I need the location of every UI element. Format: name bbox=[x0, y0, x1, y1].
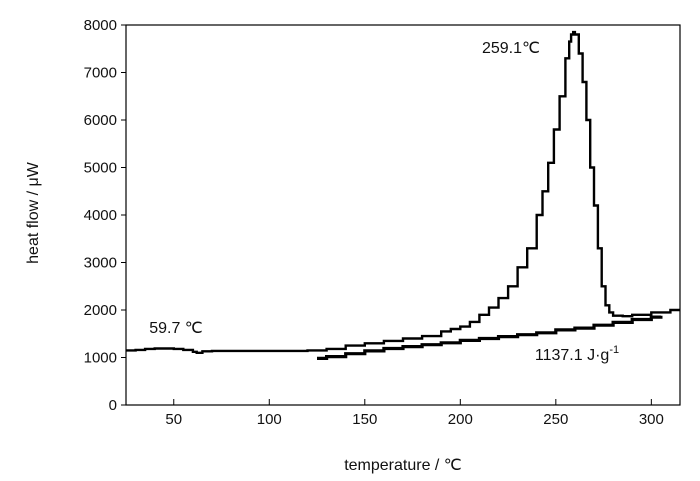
y-tick-label: 8000 bbox=[84, 17, 117, 34]
y-axis-label: heat flow / μW bbox=[25, 161, 42, 264]
x-tick-label: 250 bbox=[543, 411, 568, 428]
series bbox=[126, 30, 680, 360]
x-axis-label: temperature / ℃ bbox=[344, 457, 462, 474]
series-line-1 bbox=[126, 30, 680, 354]
x-tick-label: 150 bbox=[352, 411, 377, 428]
x-tick-label: 100 bbox=[257, 411, 282, 428]
y-tick-label: 4000 bbox=[84, 207, 117, 224]
series-line-2 bbox=[317, 315, 663, 360]
x-tick-label: 50 bbox=[165, 411, 182, 428]
y-tick-label: 6000 bbox=[84, 112, 117, 129]
y-tick-label: 7000 bbox=[84, 65, 117, 82]
y-tick-label: 3000 bbox=[84, 255, 117, 272]
annotation-label: 59.7 ℃ bbox=[149, 320, 203, 337]
y-tick-label: 0 bbox=[109, 397, 117, 414]
annotation-label: 1137.1 J·g-1 bbox=[535, 344, 619, 364]
x-tick-label: 200 bbox=[448, 411, 473, 428]
y-tick-label: 1000 bbox=[84, 350, 117, 367]
x-tick-label: 300 bbox=[639, 411, 664, 428]
annotation-label: 259.1℃ bbox=[482, 40, 540, 57]
annotations: 259.1℃ 59.7 ℃ 1137.1 J·g-1 bbox=[149, 40, 619, 364]
ticks: 50 100 150 200 250 30001000200030004000500060… bbox=[84, 17, 664, 428]
y-tick-label: 2000 bbox=[84, 302, 117, 319]
y-tick-label: 5000 bbox=[84, 160, 117, 177]
